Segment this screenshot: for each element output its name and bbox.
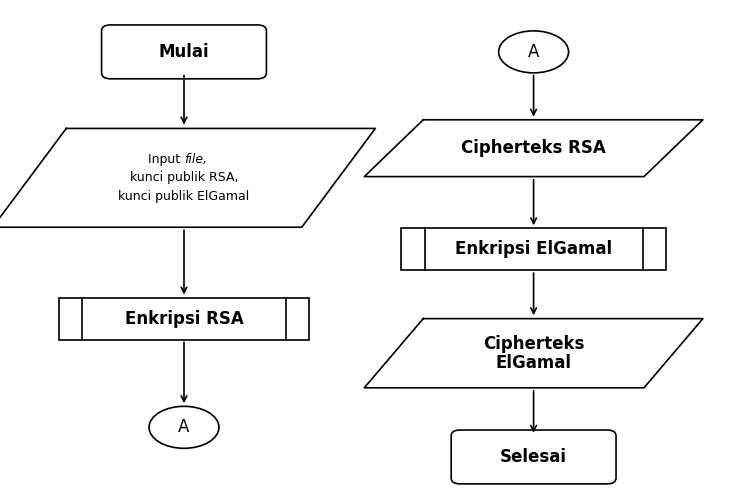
Text: Enkripsi RSA: Enkripsi RSA <box>124 310 244 328</box>
Text: A: A <box>178 418 190 436</box>
Bar <box>401 228 666 271</box>
Text: Input: Input <box>148 153 184 165</box>
FancyBboxPatch shape <box>102 25 266 79</box>
Text: kunci publik ElGamal: kunci publik ElGamal <box>118 190 250 203</box>
Text: Enkripsi ElGamal: Enkripsi ElGamal <box>455 241 612 258</box>
Text: kunci publik RSA,: kunci publik RSA, <box>130 171 238 184</box>
Text: ElGamal: ElGamal <box>495 354 572 371</box>
Text: file,: file, <box>184 153 207 165</box>
Ellipse shape <box>149 406 219 449</box>
Text: Mulai: Mulai <box>159 43 209 61</box>
Polygon shape <box>364 120 703 177</box>
Ellipse shape <box>499 31 569 73</box>
Text: Cipherteks: Cipherteks <box>483 335 584 353</box>
Text: A: A <box>528 43 539 61</box>
Text: Selesai: Selesai <box>500 448 567 466</box>
Polygon shape <box>0 128 375 227</box>
Bar <box>59 297 309 340</box>
Text: Cipherteks RSA: Cipherteks RSA <box>461 139 606 157</box>
Polygon shape <box>364 319 703 388</box>
FancyBboxPatch shape <box>451 430 616 484</box>
